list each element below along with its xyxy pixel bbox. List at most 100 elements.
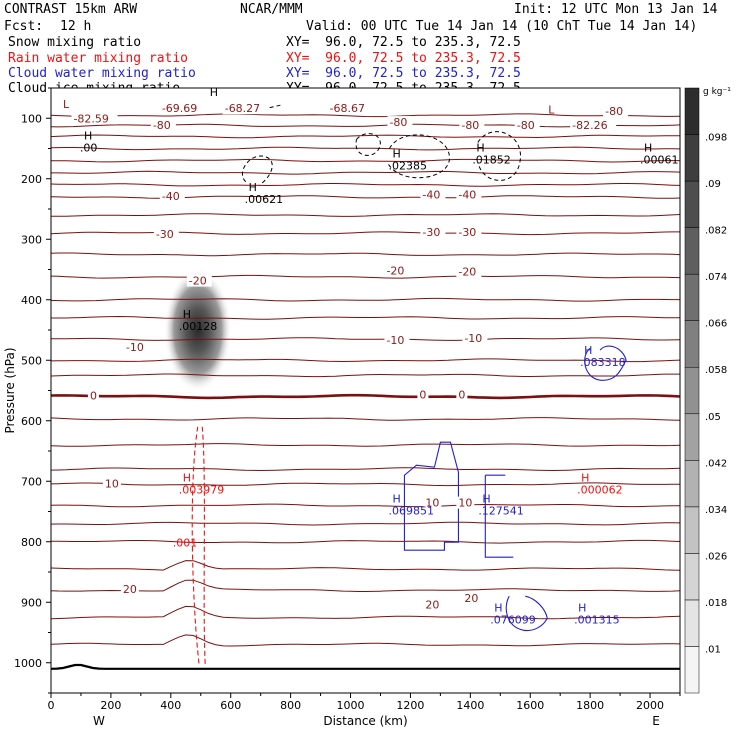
- colorbar-tick-label: .082: [705, 226, 727, 237]
- temp-label-bg: [384, 264, 410, 277]
- colorbar-bin: [684, 646, 700, 694]
- isotherm-line: [50, 482, 680, 487]
- extremum-value: .01852: [472, 154, 511, 167]
- temp-label-bg: [420, 188, 446, 201]
- y-tick-label: 400: [21, 294, 42, 307]
- colorbar-bin: [684, 320, 700, 368]
- isotherm-line: [50, 252, 681, 257]
- extremum-value: .127541: [478, 504, 524, 517]
- temperature-label: -20: [458, 266, 476, 279]
- colorbar-bin: [684, 180, 700, 228]
- isotherm-line: [50, 579, 681, 592]
- temp-label-bg: [387, 116, 413, 129]
- y-tick-label: 500: [21, 354, 42, 367]
- snow-contour: [477, 131, 521, 181]
- x-tick-label: 600: [220, 699, 241, 712]
- temp-label-bg: [456, 226, 482, 239]
- extremum-marker: H: [482, 492, 490, 505]
- isotherm-line: [50, 605, 681, 620]
- temp-label-bg: [102, 477, 121, 490]
- isotherm-line: [50, 443, 681, 447]
- extremum-marker: H: [581, 471, 589, 484]
- y-tick-label: 600: [21, 415, 42, 428]
- temperature-label: 0: [458, 388, 465, 401]
- isotherm-line: [50, 195, 681, 199]
- isotherm-line: [50, 503, 681, 508]
- temperature-label: -20: [386, 264, 404, 277]
- extremum-value: .000062: [577, 483, 623, 496]
- isotherm-line: [51, 213, 681, 217]
- colorbar-tick-label: .018: [705, 598, 727, 609]
- temperature-label: -82.26: [572, 119, 607, 132]
- x-tick-label: 1800: [576, 699, 604, 712]
- temperature-label: -30: [458, 226, 476, 239]
- temp-label-bg: [222, 102, 269, 115]
- x-tick-label: 1600: [516, 699, 544, 712]
- temp-label-bg: [423, 496, 442, 509]
- colorbar-tick-label: .09: [705, 179, 721, 190]
- x-tick-label: 400: [160, 699, 181, 712]
- x-tick-label: 2000: [636, 699, 664, 712]
- temp-label-bg: [514, 119, 540, 132]
- init-time: Init: 12 UTC Mon 13 Jan 14: [514, 2, 718, 17]
- colorbar-bin: [684, 506, 700, 554]
- xy-cloud-water: XY= 96.0, 72.5 to 235.3, 72.5: [286, 66, 521, 81]
- x-axis-label: Distance (km): [323, 714, 407, 728]
- temperature-label: -10: [464, 332, 482, 345]
- temperature-label: 10: [458, 497, 472, 510]
- temperature-label: 20: [123, 583, 137, 596]
- temperature-label: -68.67: [330, 102, 365, 115]
- temp-label-bg: [462, 592, 481, 605]
- colorbar-tick-label: .098: [705, 133, 727, 144]
- y-tick-label: 300: [21, 233, 42, 246]
- temp-label-bg: [327, 102, 374, 115]
- temp-label-bg: [384, 333, 410, 346]
- colorbar-bin: [684, 413, 700, 461]
- extremum-value: .02385: [388, 160, 427, 173]
- extremum-value: .083318: [580, 356, 626, 369]
- temperature-label: -80: [605, 105, 623, 118]
- temperature-label: 10: [105, 477, 119, 490]
- temp-label-bg: [423, 598, 442, 611]
- extremum-marker: H: [584, 344, 592, 357]
- y-tick-label: 100: [21, 112, 42, 125]
- colorbar-tick-label: .01: [705, 644, 721, 655]
- extremum-marker: H: [249, 181, 257, 194]
- plot-area: [51, 88, 680, 693]
- x-end-label-west: W: [93, 714, 105, 728]
- temperature-label: -40: [162, 190, 180, 203]
- isotherm-line: [50, 634, 681, 647]
- temperature-label: -30: [422, 226, 440, 239]
- temp-label-bg: [120, 583, 139, 596]
- isotherm-line: [50, 393, 681, 400]
- org-label: NCAR/MMM: [240, 2, 303, 17]
- colorbar-bin: [684, 460, 700, 508]
- colorbar-tick-label: .026: [705, 551, 727, 562]
- isotherm-line: [50, 134, 680, 139]
- x-tick-label: 1200: [396, 699, 424, 712]
- xy-snow: XY= 96.0, 72.5 to 235.3, 72.5: [286, 35, 521, 50]
- temperature-label: 10: [425, 497, 439, 510]
- x-tick-label: 1000: [337, 699, 365, 712]
- field-cloud-water: Cloud water mixing ratio: [8, 66, 196, 81]
- x-tick-label: 1400: [456, 699, 484, 712]
- temp-label-bg: [150, 119, 176, 132]
- cloud-water-contour: [403, 441, 459, 551]
- x-tick-label: 0: [48, 699, 55, 712]
- temperature-label: -80: [517, 119, 535, 132]
- colorbar-bin: [684, 134, 700, 182]
- colorbar-tick-label: .05: [705, 412, 721, 423]
- temp-label-bg: [603, 105, 629, 118]
- y-tick-label: 200: [21, 173, 42, 186]
- isotherm-line: [50, 274, 681, 279]
- temp-label-bg: [87, 389, 99, 402]
- temp-label-bg: [417, 388, 429, 401]
- rain-contour: [191, 426, 200, 666]
- y-tick-label: 700: [21, 475, 42, 488]
- y-tick-label: 800: [21, 536, 42, 549]
- field-snow: Snow mixing ratio: [8, 35, 142, 50]
- isotherm-line: [50, 146, 681, 151]
- temp-label-bg: [456, 188, 482, 201]
- temp-label-bg: [186, 274, 212, 287]
- extremum-value: .00128: [179, 320, 218, 333]
